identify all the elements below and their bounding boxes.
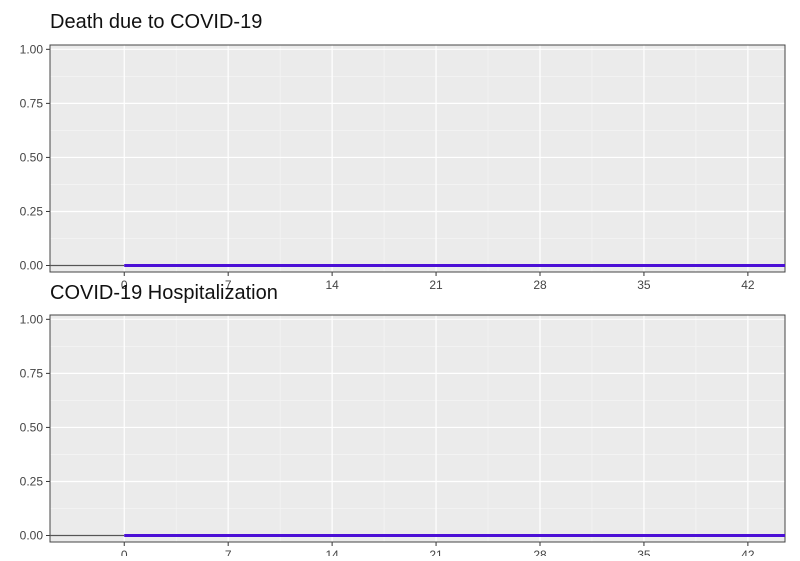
x-tick-label: 21 — [429, 278, 443, 292]
y-tick-label: 1.00 — [20, 312, 44, 326]
x-tick-label: 35 — [637, 278, 651, 292]
y-tick-label: 0.50 — [20, 150, 44, 164]
y-tick-label: 0.25 — [20, 474, 44, 488]
y-tick-label: 0.75 — [20, 366, 44, 380]
chart-panel-1: Death due to COVID-19 0 7 14 21 28 35 42 0.00 0.2… — [20, 11, 786, 292]
x-tick-label: 35 — [637, 548, 651, 556]
x-tick-label: 28 — [533, 278, 547, 292]
y-tick-label: 0.25 — [20, 204, 44, 218]
x-tick-label: 0 — [121, 278, 128, 292]
x-tick-label: 14 — [325, 548, 339, 556]
y-tick-label: 0.75 — [20, 96, 44, 110]
panel-border — [49, 314, 786, 543]
x-tick-label: 14 — [325, 278, 339, 292]
x-tick-label: 21 — [429, 548, 443, 556]
y-tick-label: 0.00 — [20, 259, 44, 273]
panel-background — [50, 315, 785, 542]
panel-title: COVID-19 Hospitalization — [50, 282, 278, 304]
panel-background — [50, 45, 785, 272]
y-tick-label: 0.50 — [20, 420, 44, 434]
x-tick-label: 42 — [741, 278, 755, 292]
x-tick-label: 28 — [533, 548, 547, 556]
x-tick-label: 0 — [121, 548, 128, 556]
panel-title: Death due to COVID-19 — [50, 11, 262, 33]
x-tick-label: 7 — [225, 548, 232, 556]
x-tick-label: 7 — [225, 278, 232, 292]
y-tick-label: 1.00 — [20, 42, 44, 56]
panel-border — [49, 44, 786, 273]
y-tick-label: 0.00 — [20, 529, 44, 543]
chart-panel-2: COVID-19 Hospitalization 0 7 14 21 28 35 42 0.00… — [20, 282, 786, 561]
x-tick-label: 42 — [741, 548, 755, 556]
